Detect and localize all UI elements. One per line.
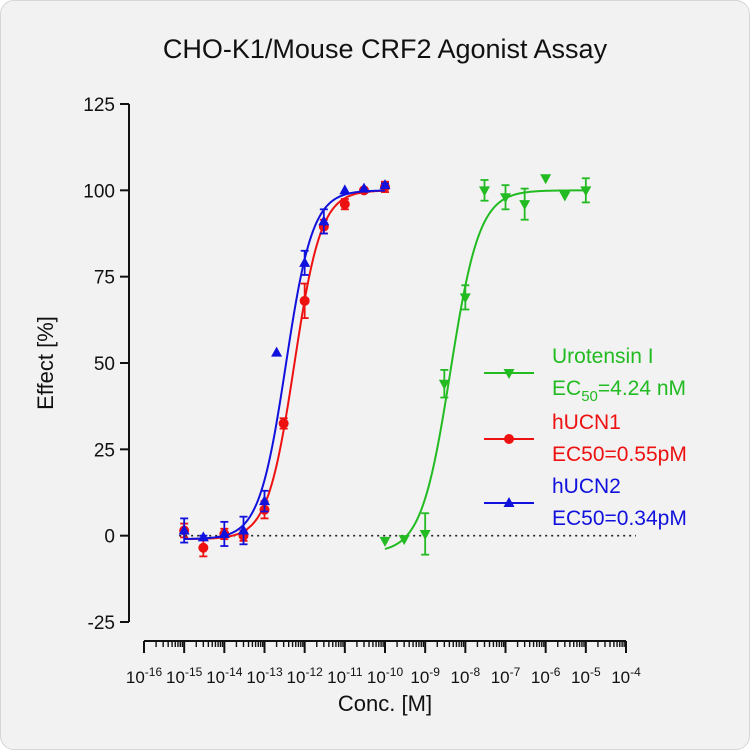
x-tick-base: 10 [367,668,386,687]
x-tick-exponent: -9 [429,665,440,679]
data-point [540,174,552,185]
x-tick-label: 10-9 [410,665,440,687]
x-tick-label: 10-13 [246,665,283,687]
y-tick-label: 50 [94,354,115,375]
x-tick-exponent: -10 [386,665,404,679]
y-tick-label: 0 [104,527,115,548]
x-tick-exponent: -5 [590,665,601,679]
x-tick-base: 10 [611,668,630,687]
x-tick-label: 10-6 [531,665,561,687]
data-point [259,495,270,506]
legend-ec50-value: =4.24 nM [598,377,686,400]
x-tick-label: 10-14 [206,665,243,687]
legend-marker [503,497,515,507]
x-tick-base: 10 [206,668,225,687]
legend-series-name: hUCN2 [552,475,621,498]
legend-ec50-prefix: EC50=0.55pM [552,443,687,466]
legend-entry: Urotensin I EC50=4.24 nM [484,345,686,405]
fit-curve-hucn1 [184,189,386,541]
x-tick-exponent: -6 [550,665,561,679]
x-tick-label: 10-15 [166,665,203,687]
legend-ec50: EC50=4.24 nM [552,377,686,405]
x-tick-base: 10 [126,668,145,687]
x-tick-base: 10 [287,668,306,687]
data-point [358,182,370,193]
data-point [500,193,511,204]
data-point [178,524,190,535]
data-point [198,542,209,553]
data-point [237,524,249,535]
data-point [519,200,531,211]
y-tick-label: 125 [83,95,115,116]
x-tick-exponent: -16 [145,665,163,679]
data-point [197,531,209,542]
y-tick-label: -25 [88,613,115,634]
data-point [299,295,310,306]
x-tick-label: 10-10 [367,665,404,687]
x-tick-base: 10 [327,668,346,687]
x-tick-exponent: -4 [630,665,641,679]
y-tick-label: 75 [94,268,115,289]
x-tick-label: 10-7 [491,665,521,687]
x-tick-exponent: -11 [346,665,363,679]
legend-entry: hUCN2 EC50=0.34pM [484,475,687,530]
legend-ec50-prefix: EC [552,377,581,400]
legend-ec50-prefix: EC50=0.34pM [552,507,687,530]
x-tick-label: 10-16 [126,665,163,687]
data-point [339,199,350,210]
x-tick-label: 10-12 [287,665,324,687]
data-point [218,527,230,538]
fit-curve-urotensin-i [384,189,586,550]
data-point [379,536,391,547]
x-tick-base: 10 [246,668,265,687]
data-point [278,418,289,429]
data-point [459,293,471,304]
data-point [379,179,391,190]
data-point [580,186,592,197]
x-tick-label: 10-4 [611,665,641,687]
data-point [398,535,410,546]
fit-curve-hucn2 [184,189,386,540]
y-axis-label: Effect [%] [33,316,58,410]
data-point [318,215,330,226]
chart-title: CHO-K1/Mouse CRF2 Agonist Assay [163,34,608,64]
legend-series-name: Urotensin I [552,345,654,368]
legend-ec50: EC50=0.34pM [552,507,687,530]
legend-ec50-subscript: 50 [581,388,598,405]
data-point [559,191,571,202]
x-tick-exponent: -12 [305,665,323,679]
legend-series-name: hUCN1 [552,411,621,434]
x-tick-label: 10-8 [451,665,481,687]
data-point [419,529,431,540]
x-tick-base: 10 [571,668,590,687]
x-tick-exponent: -13 [265,665,283,679]
y-tick-label: 100 [83,181,115,202]
x-tick-exponent: -8 [469,665,480,679]
x-tick-exponent: -7 [510,665,521,679]
x-tick-exponent: -14 [225,665,243,679]
legend-marker [504,434,514,444]
data-point [478,186,490,197]
x-tick-base: 10 [531,668,550,687]
legend-ec50: EC50=0.55pM [552,443,687,466]
data-point [299,256,311,267]
data-point [438,379,450,390]
legend-marker [503,369,515,379]
x-tick-base: 10 [410,668,429,687]
x-axis-label: Conc. [M] [338,691,432,716]
x-tick-label: 10-5 [571,665,601,687]
y-tick-label: 25 [94,440,115,461]
x-tick-exponent: -15 [185,665,203,679]
x-tick-base: 10 [451,668,470,687]
data-point [339,184,351,195]
legend-entry: hUCN1 EC50=0.55pM [484,411,687,466]
x-tick-base: 10 [491,668,510,687]
data-point [271,346,283,357]
x-tick-label: 10-11 [327,665,363,687]
x-tick-base: 10 [166,668,185,687]
